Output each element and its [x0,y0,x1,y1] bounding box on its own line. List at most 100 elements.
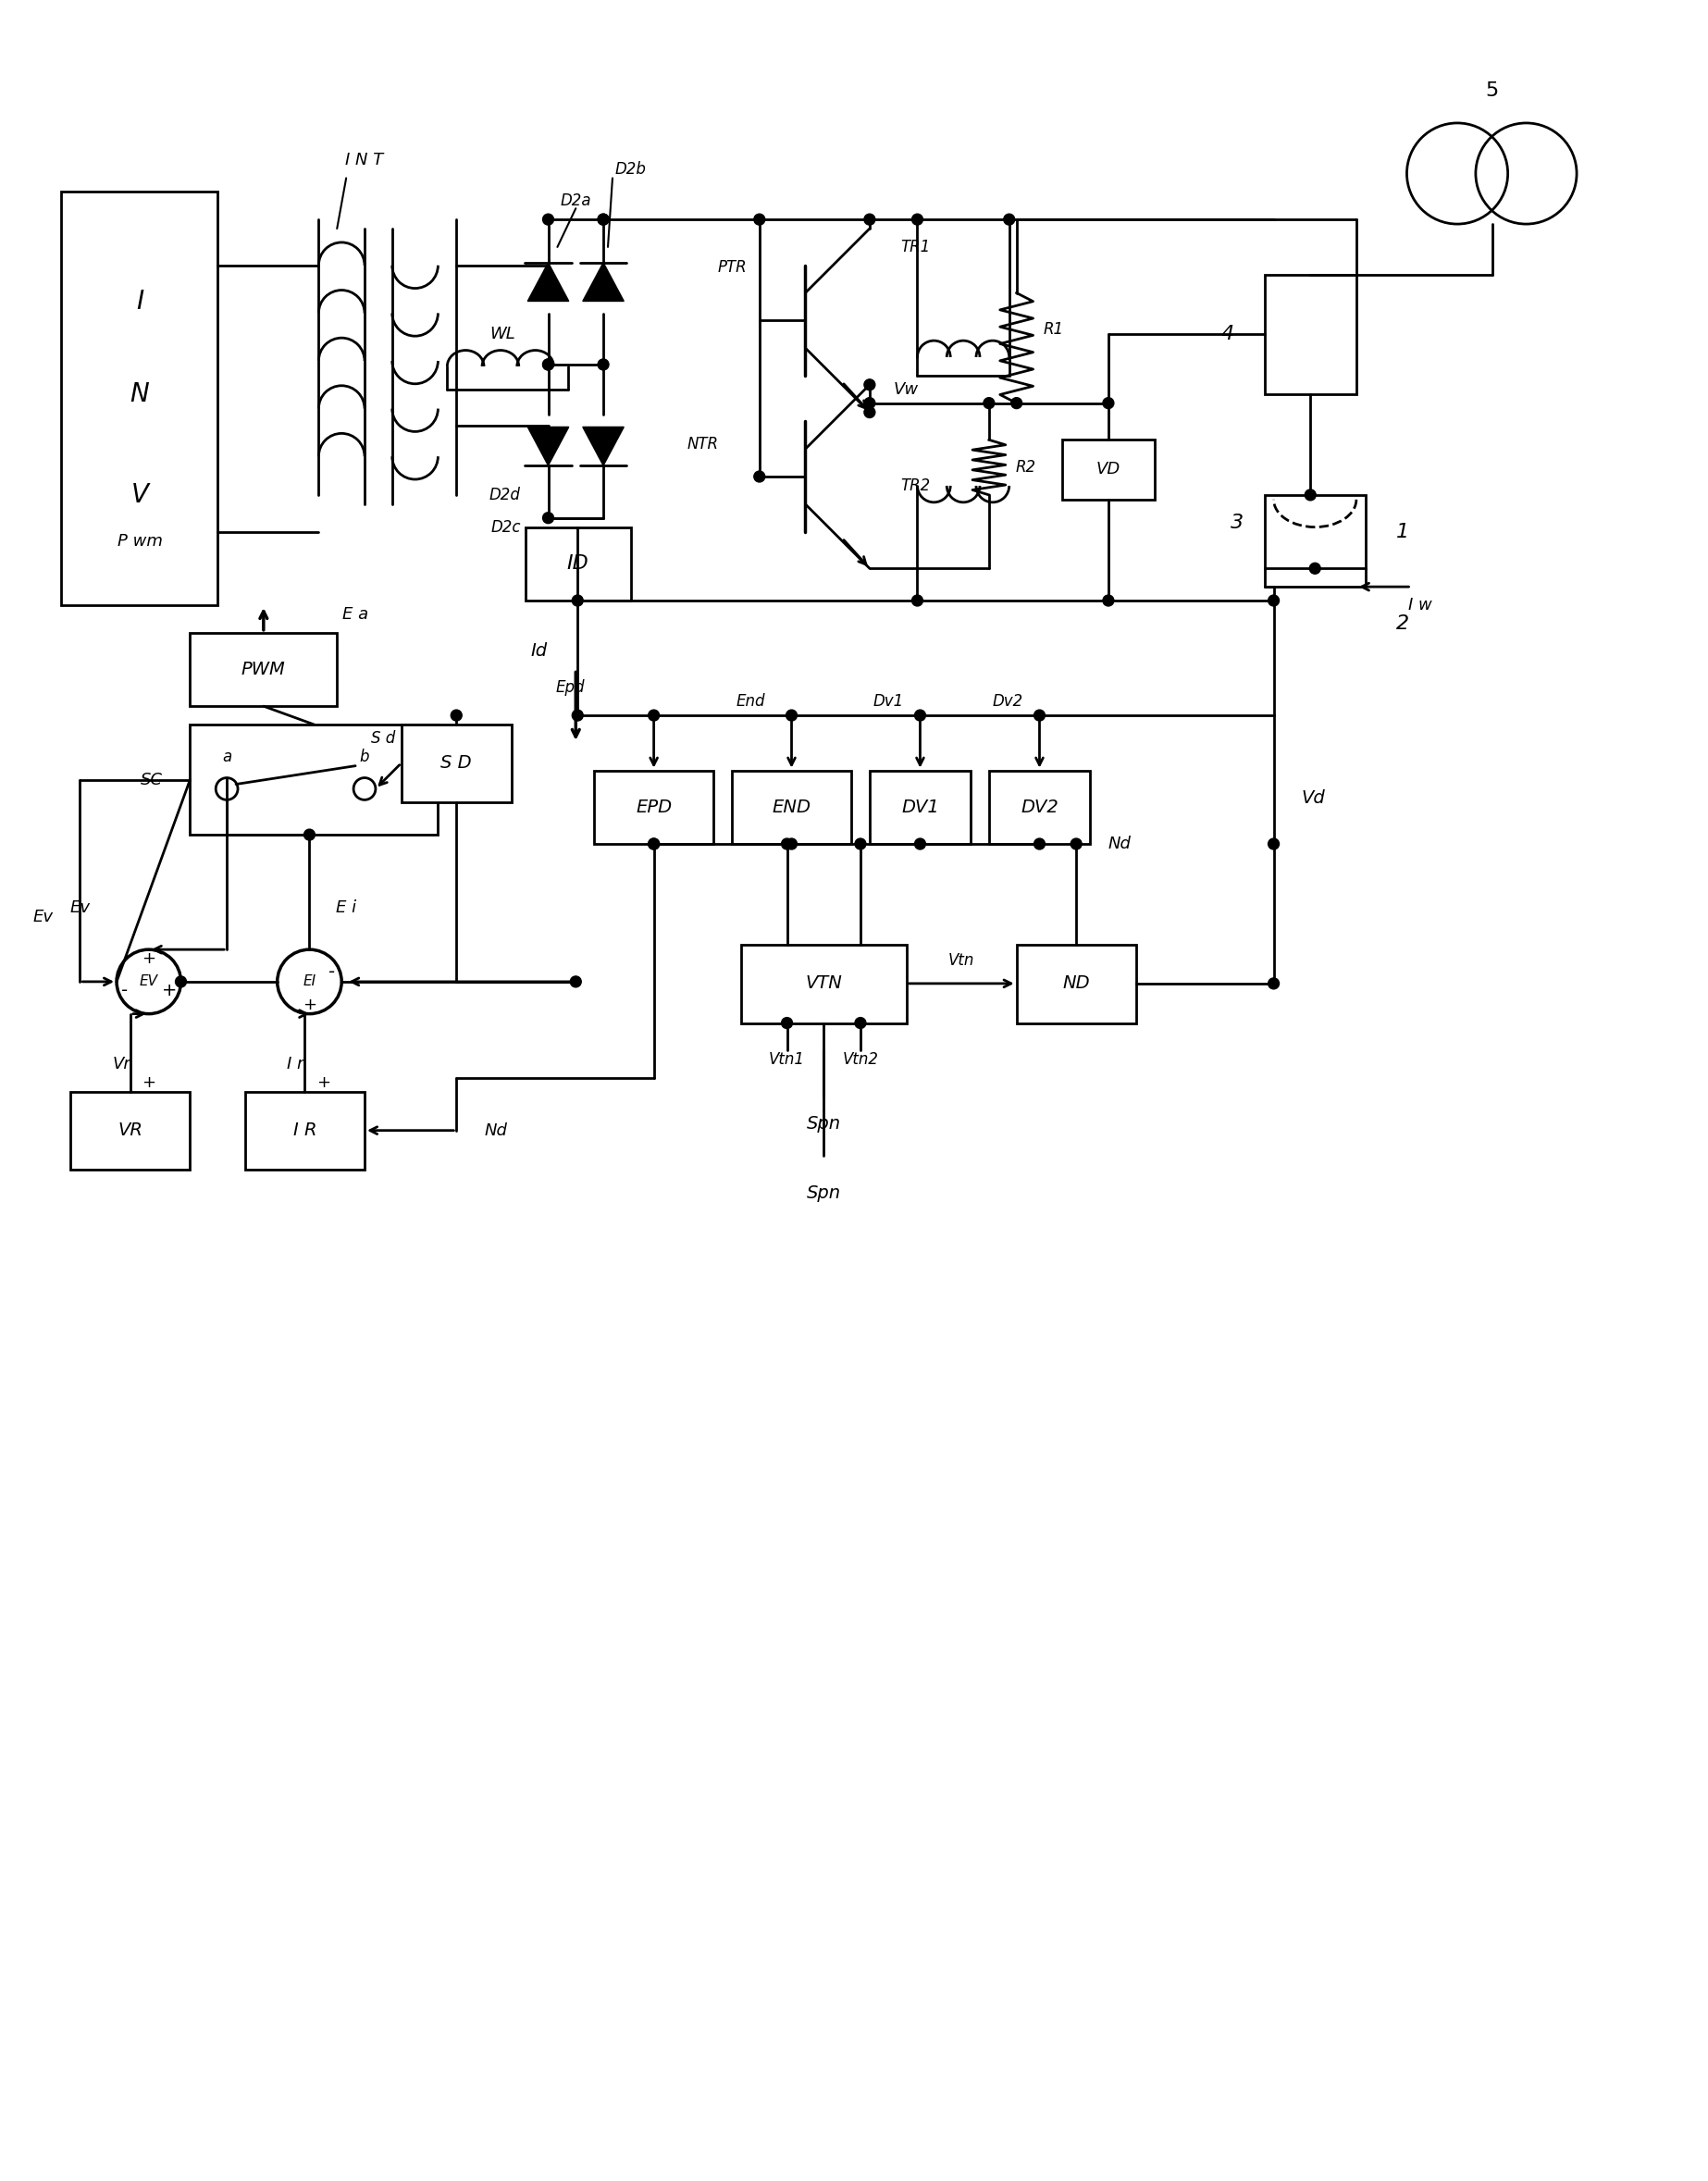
Polygon shape [528,427,569,465]
Circle shape [1011,397,1021,408]
Circle shape [543,513,553,523]
Text: SC: SC [140,772,162,787]
Bar [526,528,630,600]
Circle shape [1103,397,1114,408]
Text: 4: 4 [1221,325,1235,342]
Circle shape [543,360,553,371]
Circle shape [1267,838,1279,848]
Text: Nd: Nd [1108,835,1131,853]
Text: -: - [121,981,126,999]
Circle shape [543,360,553,371]
Bar [989,770,1090,844]
Text: Vw: Vw [893,382,919,397]
Circle shape [598,214,608,225]
Text: 2: 2 [1395,615,1409,632]
Circle shape [598,214,608,225]
Circle shape [856,1019,866,1029]
Text: PWM: PWM [241,661,285,678]
Text: Vtn1: Vtn1 [769,1051,804,1069]
Text: Epd: Epd [555,680,584,696]
Text: ID: ID [567,554,589,574]
Text: +: + [302,997,316,1012]
Text: DV1: DV1 [902,798,939,816]
Text: S D: S D [441,755,471,772]
Text: 1: 1 [1395,523,1409,541]
Text: R1: R1 [1044,321,1064,338]
Text: Dv2: Dv2 [992,694,1023,709]
Text: Id: Id [531,641,548,661]
Text: I r: I r [287,1056,304,1073]
Bar [401,724,511,803]
Text: D2d: D2d [488,486,521,504]
Bar [741,944,907,1023]
Bar [869,770,970,844]
Circle shape [1267,595,1279,606]
Text: +: + [162,981,178,999]
Circle shape [864,397,874,408]
Text: VR: VR [118,1121,143,1138]
Circle shape [856,838,866,848]
Circle shape [864,214,874,225]
Text: E i: E i [336,901,357,916]
Text: I w: I w [1409,598,1433,613]
Polygon shape [582,262,623,301]
Circle shape [572,709,582,722]
Circle shape [1033,838,1045,848]
Bar [731,770,851,844]
Circle shape [572,595,582,606]
Text: S d: S d [371,731,395,746]
Text: Spn: Spn [806,1114,840,1132]
Text: TR1: TR1 [900,238,931,255]
Text: ND: ND [1062,975,1090,992]
Bar [190,724,437,835]
Bar [70,1093,190,1169]
Circle shape [176,977,186,988]
Text: Dv1: Dv1 [873,694,904,709]
Text: P wm: P wm [118,532,162,550]
Circle shape [753,471,765,482]
Text: END: END [772,798,811,816]
Text: NTR: NTR [687,436,717,454]
Circle shape [598,360,608,371]
Text: R2: R2 [1016,458,1037,475]
Text: Vr: Vr [113,1056,130,1073]
Text: E a: E a [342,606,369,622]
Text: 3: 3 [1230,513,1243,532]
Polygon shape [528,262,569,301]
Text: b: b [360,748,369,766]
Bar [190,632,336,707]
Circle shape [570,977,581,988]
Text: D2c: D2c [490,519,521,534]
Bar [594,770,714,844]
Bar [1264,275,1356,395]
Text: I: I [137,290,143,314]
Text: V: V [132,482,149,508]
Bar [1016,944,1136,1023]
Text: D2a: D2a [560,192,591,209]
Text: Vtn2: Vtn2 [842,1051,878,1069]
Text: WL: WL [490,325,516,342]
Circle shape [753,214,765,225]
Text: Ev: Ev [32,909,53,925]
Text: EI: EI [302,975,316,988]
Text: +: + [142,1075,155,1090]
Circle shape [912,214,922,225]
Circle shape [864,379,874,390]
Circle shape [1071,838,1081,848]
Text: VTN: VTN [804,975,842,992]
Text: Nd: Nd [483,1121,507,1138]
Text: VD: VD [1097,460,1120,478]
Circle shape [649,838,659,848]
Text: I R: I R [294,1121,316,1138]
Bar [61,192,217,604]
Text: +: + [142,951,155,966]
Text: PTR: PTR [717,260,746,275]
Circle shape [304,829,314,840]
Circle shape [914,838,926,848]
Text: +: + [316,1075,330,1090]
Text: Ev: Ev [70,901,91,916]
Text: TR2: TR2 [900,478,931,495]
Circle shape [864,408,874,419]
Circle shape [1103,595,1114,606]
Circle shape [914,709,926,722]
